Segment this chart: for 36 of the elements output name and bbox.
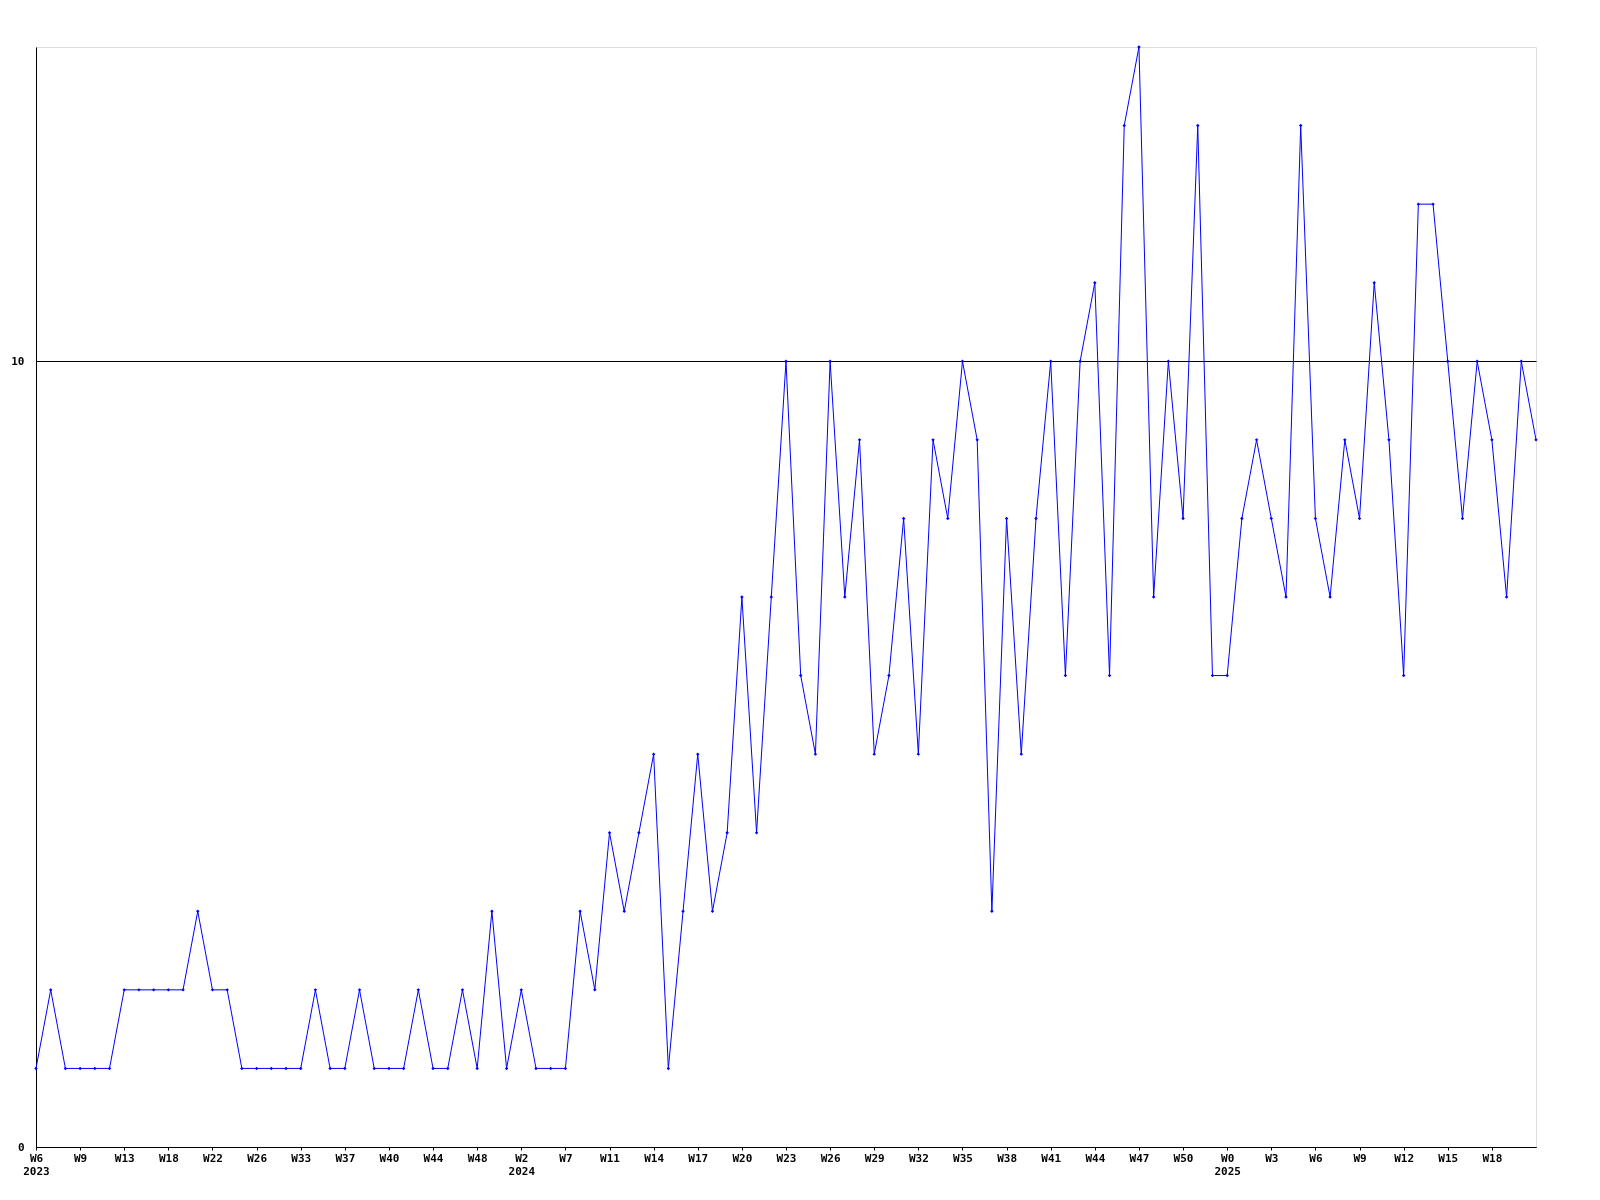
x-tick-label: W7: [559, 1151, 573, 1165]
x-tick-label: W9: [1353, 1151, 1367, 1165]
x-tick-label: W33: [291, 1151, 312, 1165]
x-tick-label: W26: [247, 1151, 268, 1165]
x-tick-label: W44: [423, 1151, 444, 1165]
x-tick-label: W6: [1309, 1151, 1323, 1165]
x-tick-label: W23: [776, 1151, 797, 1165]
x-tick-label: W9: [73, 1151, 88, 1165]
x-tick-label: W20: [732, 1151, 753, 1165]
x-tick-label: W12: [1394, 1151, 1415, 1165]
x-tick-label: W13: [114, 1151, 135, 1165]
x-tick-label: W48: [467, 1151, 488, 1165]
x-tick-label: W37: [335, 1151, 356, 1165]
x-tick-label: W17: [688, 1151, 709, 1165]
x-tick-label: W40: [379, 1151, 400, 1165]
x-tick-label: W3: [1265, 1151, 1279, 1165]
x-tick-label: W18: [1482, 1151, 1503, 1165]
x-tick-label: W22: [203, 1151, 223, 1165]
x-tick-label: W26: [820, 1151, 841, 1165]
x-tick-label: W2 2024: [508, 1151, 536, 1178]
x-tick-label: W18: [158, 1151, 179, 1165]
x-tick-label: W35: [953, 1151, 973, 1165]
x-tick-label: W47: [1129, 1151, 1150, 1165]
y-tick-label: 10: [11, 354, 25, 368]
x-tick-label: W6 2023: [23, 1151, 50, 1178]
x-tick-label: W32: [908, 1151, 929, 1165]
x-tick-label: W15: [1438, 1151, 1459, 1165]
x-tick-label: W50: [1173, 1151, 1194, 1165]
x-tick-label: W0 2025: [1214, 1151, 1241, 1178]
x-tick-label: W38: [997, 1151, 1018, 1165]
x-tick-label: W29: [864, 1151, 885, 1165]
x-tick-label: W44: [1085, 1151, 1106, 1165]
x-tick-label: W41: [1041, 1151, 1062, 1165]
y-tick-label: 0: [17, 1140, 25, 1154]
x-tick-label: W14: [644, 1151, 665, 1165]
x-tick-label: W11: [600, 1151, 621, 1165]
